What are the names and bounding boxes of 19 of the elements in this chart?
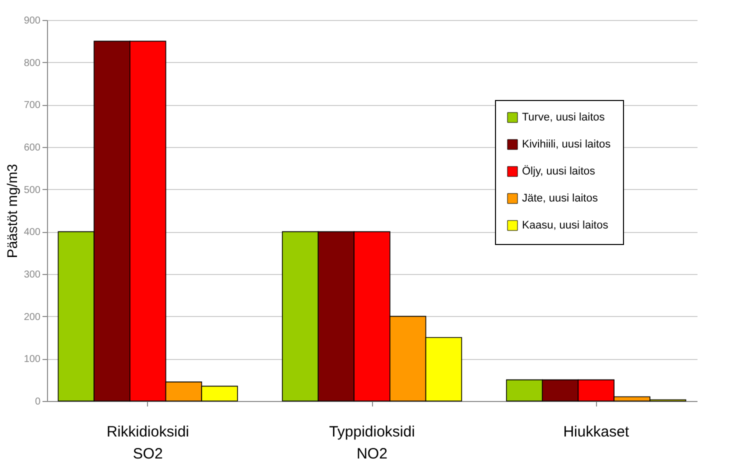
- legend-label: Kaasu, uusi laitos: [522, 220, 609, 232]
- y-tick-label: 0: [34, 396, 41, 408]
- y-tick-label: 500: [24, 184, 41, 196]
- y-tick-label: 600: [24, 142, 41, 154]
- y-axis-title: Päästöt mg/m3: [4, 164, 20, 258]
- y-tick-label: 800: [24, 58, 41, 69]
- legend-label: Öljy, uusi laitos: [522, 164, 596, 178]
- legend-label: Jäte, uusi laitos: [522, 192, 598, 204]
- y-tick-label: 200: [24, 312, 41, 323]
- y-tick-label: 400: [24, 227, 41, 238]
- x-tick-label: Typpidioksidi NO2: [329, 424, 415, 462]
- legend-label: Turve, uusi laitos: [522, 112, 606, 124]
- legend-label: Kivihiili, uusi laitos: [522, 138, 612, 150]
- x-tick-label: Hiukkaset: [563, 424, 630, 440]
- y-tick-label: 300: [24, 270, 41, 280]
- y-tick-label: 700: [24, 100, 41, 112]
- y-tick-label: 900: [24, 16, 41, 26]
- y-tick-label: 100: [24, 354, 41, 366]
- x-tick-label: Rikkidioksidi SO2: [106, 424, 190, 462]
